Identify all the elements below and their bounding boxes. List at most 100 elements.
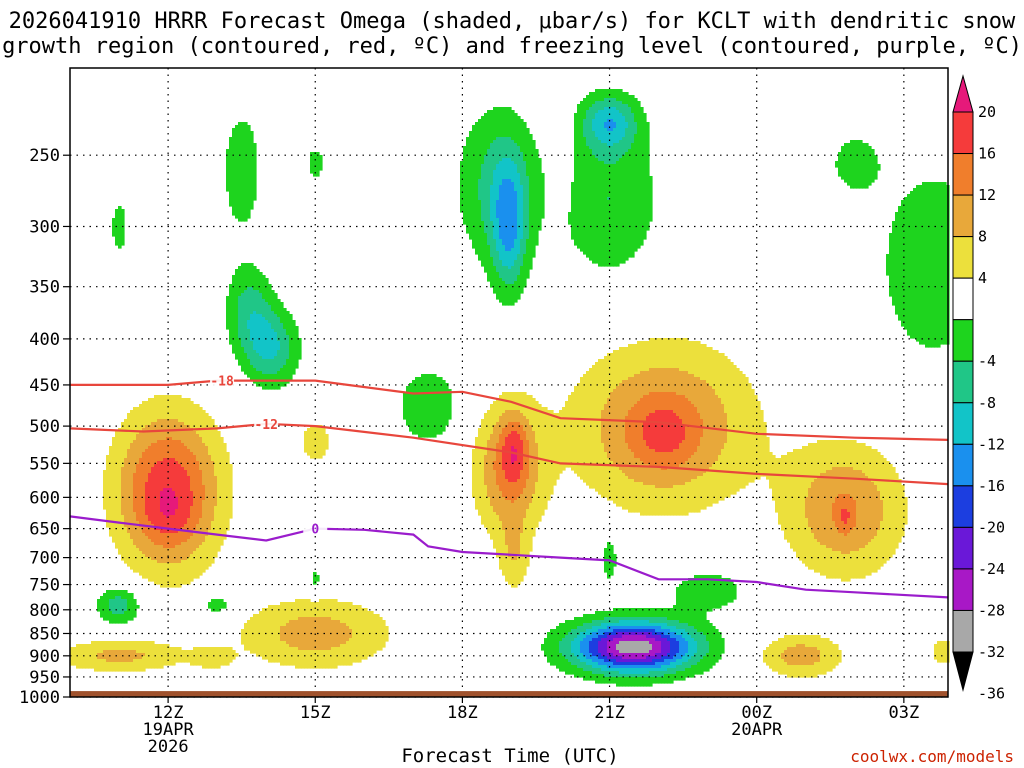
omega-cell [604, 611, 608, 618]
omega-cell [253, 614, 257, 654]
omega-cell [625, 347, 629, 381]
omega-cell [838, 467, 842, 495]
omega-cell [619, 617, 623, 621]
omega-cell [637, 653, 641, 660]
omega-cell [676, 467, 680, 486]
omega-cell [700, 659, 704, 675]
omega-cell [313, 152, 317, 177]
omega-cell [502, 245, 506, 267]
omega-cell [184, 425, 188, 447]
omega-cell [661, 638, 665, 657]
omega-cell [610, 461, 614, 501]
omega-cell [637, 665, 641, 669]
omega-cell [616, 626, 620, 630]
omega-cell [163, 458, 167, 489]
omega-cell [658, 410, 662, 453]
omega-cell [589, 149, 593, 261]
omega-cell [175, 647, 179, 663]
omega-cell [139, 641, 143, 654]
omega-cell [625, 665, 629, 669]
omega-cell [937, 182, 941, 348]
omega-cell [571, 641, 575, 654]
omega-cell [490, 434, 494, 507]
omega-cell [622, 665, 626, 669]
omega-cell [151, 524, 155, 543]
omega-cell [502, 413, 506, 429]
omega-cell [340, 602, 344, 624]
omega-cell [643, 674, 647, 678]
omega-cell [781, 659, 785, 675]
omega-cell [628, 641, 632, 654]
omega-cell [193, 530, 197, 552]
omega-cell [841, 509, 845, 522]
omega-cell [646, 620, 650, 627]
omega-cell [133, 659, 137, 672]
omega-cell [640, 665, 644, 669]
omega-cell [490, 185, 494, 222]
omega-cell [652, 623, 656, 627]
omega-cell [334, 647, 338, 669]
omega-cell [109, 662, 113, 672]
omega-cell [610, 146, 614, 165]
omega-cell [97, 659, 101, 672]
omega-cell [697, 413, 701, 447]
omega-cell [826, 548, 830, 579]
omega-cell [139, 431, 143, 459]
omega-cell [805, 446, 809, 498]
omega-cell [625, 659, 629, 663]
omega-cell [610, 635, 614, 642]
omega-cell [103, 470, 107, 510]
omega-cell [661, 671, 665, 678]
omega-cell [637, 674, 641, 678]
omega-cell [580, 101, 584, 252]
omega-cell [667, 410, 671, 453]
omega-cell [523, 161, 527, 255]
omega-cell [631, 635, 635, 642]
omega-cell [715, 350, 719, 396]
omega-cell [496, 272, 500, 300]
omega-cell [637, 641, 641, 654]
omega-cell [514, 410, 518, 423]
omega-cell [214, 476, 218, 507]
omega-cell [514, 449, 518, 462]
omega-cell [100, 659, 104, 672]
omega-cell [553, 629, 557, 666]
omega-cell [619, 668, 623, 675]
omega-cell [202, 485, 206, 501]
omega-cell [433, 374, 437, 438]
omega-cell [172, 533, 176, 549]
omega-cell [841, 494, 845, 510]
omega-cell [181, 467, 185, 528]
omega-cell [253, 290, 257, 312]
omega-cell [643, 641, 647, 654]
omega-cell [265, 608, 269, 660]
colorbar-label: -12 [978, 435, 1005, 453]
omega-cell [661, 368, 665, 393]
omega-cell [385, 626, 389, 642]
omega-cell [598, 641, 602, 654]
omega-cell [595, 632, 599, 639]
omega-cell [670, 662, 674, 669]
omega-cell [298, 617, 302, 651]
omega-cell [628, 662, 632, 666]
omega-cell [604, 632, 608, 639]
omega-cell [541, 173, 545, 219]
omega-cell [589, 107, 593, 150]
omega-cell [100, 653, 104, 660]
omega-cell [601, 635, 605, 639]
omega-cell [679, 659, 683, 666]
omega-cell [523, 416, 527, 432]
contour-line--18 [70, 379, 949, 441]
omega-cell [352, 605, 356, 663]
omega-cell [604, 107, 608, 123]
omega-cell [646, 626, 650, 630]
omega-cell [616, 629, 620, 633]
omega-cell [697, 632, 701, 663]
omega-cell [871, 149, 875, 183]
omega-cell [655, 338, 659, 369]
omega-cell [601, 101, 605, 111]
omega-cell [499, 278, 503, 303]
omega-cell [646, 653, 650, 657]
omega-cell [157, 461, 161, 531]
omega-cell [508, 284, 512, 306]
